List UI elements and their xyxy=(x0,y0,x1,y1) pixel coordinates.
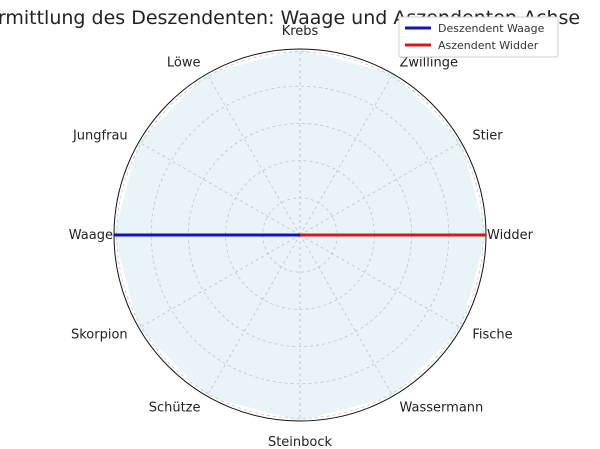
grid-spoke xyxy=(138,141,301,236)
legend-label-aszendent: Aszendent Widder xyxy=(438,39,539,52)
legend-frame xyxy=(398,16,559,58)
category-label-fische: Fische xyxy=(472,328,512,343)
category-labels: Widder Stier Zwillinge Krebs Löwe Jungfrau Waa… xyxy=(69,24,534,449)
category-label-jungfrau: Jungfrau xyxy=(72,129,128,144)
category-label-skorpion: Skorpion xyxy=(71,328,128,343)
grid-spoke xyxy=(299,141,462,236)
grid-spoke xyxy=(206,73,301,236)
legend: Deszendent Waage Aszendent Widder xyxy=(398,16,559,58)
category-label-lowe: Löwe xyxy=(167,56,201,71)
legend-label-deszendent: Deszendent Waage xyxy=(438,22,545,35)
grid-spoke xyxy=(138,234,301,329)
category-label-stier: Stier xyxy=(472,129,503,144)
grid-spoke xyxy=(299,234,394,397)
category-label-wassermann: Wassermann xyxy=(400,400,484,415)
grid-spoke xyxy=(206,234,301,397)
grid-spoke xyxy=(299,234,462,329)
category-label-krebs: Krebs xyxy=(282,24,319,39)
category-label-schutze: Schütze xyxy=(149,400,201,415)
grid-spoke xyxy=(299,73,394,236)
category-label-steinbock: Steinbock xyxy=(268,435,333,449)
category-label-widder: Widder xyxy=(487,228,534,243)
category-label-waage: Waage xyxy=(69,228,113,243)
category-label-zwillinge: Zwillinge xyxy=(400,56,458,71)
